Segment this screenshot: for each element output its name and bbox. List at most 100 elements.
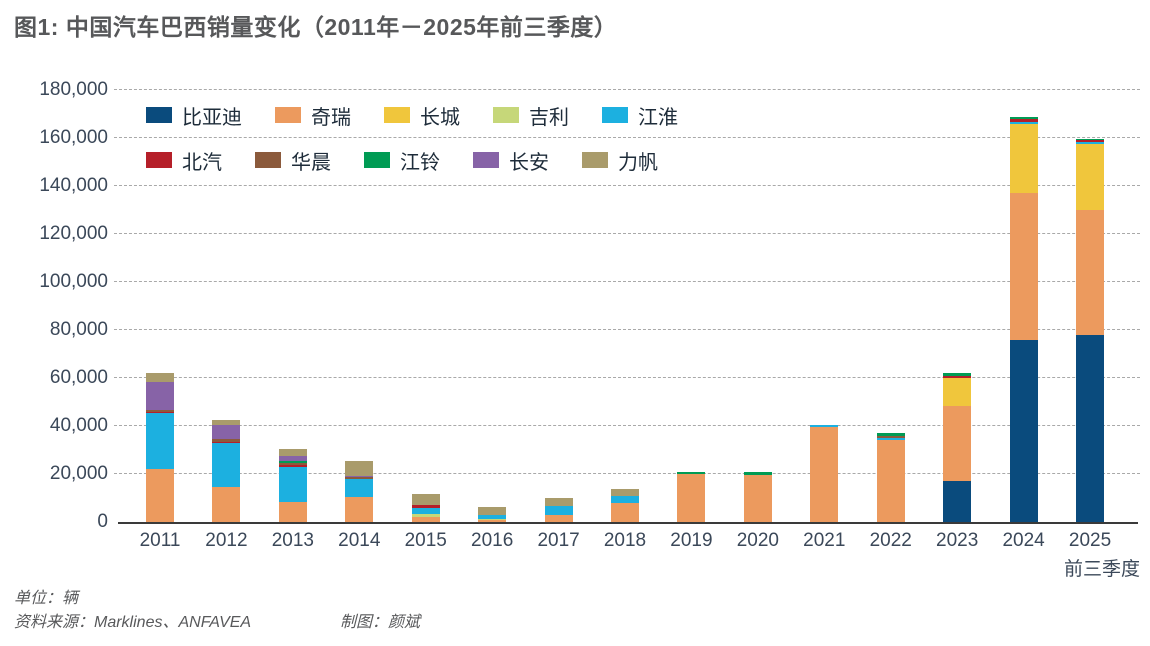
bar-segment-2016-geely: [478, 518, 507, 521]
x-tick-label-2015: 2015: [404, 530, 447, 551]
legend-swatch-chery: [275, 107, 301, 123]
bar-2011: [146, 373, 174, 522]
bar-segment-2013-baic: [278, 465, 307, 468]
bar-segment-2025-baic: [1076, 140, 1105, 143]
source-note: 资料来源：Marklines、ANFAVEA: [14, 614, 252, 631]
gridline-180000: [114, 89, 1140, 90]
bar-segment-2011-jac: [146, 412, 174, 470]
bar-2024: [1009, 117, 1038, 522]
bar-segment-2025-chery: [1076, 210, 1105, 335]
legend-swatch-geely: [493, 107, 519, 123]
bar-segment-2023-chery: [943, 405, 972, 482]
legend-label-chery: 奇瑞: [311, 106, 351, 129]
bar-segment-2022-brilliance: [876, 435, 905, 438]
legend-swatch-brilliance: [255, 152, 281, 168]
x-tick-label-2014: 2014: [338, 530, 381, 551]
bar-segment-2024-baic: [1009, 119, 1038, 122]
legend-label-greatwall: 长城: [420, 106, 460, 129]
legend-item-chery: 奇瑞: [275, 101, 351, 130]
bar-segment-2013-lifan: [278, 448, 307, 457]
bar-segment-2012-baic: [212, 441, 241, 444]
legend-item-brilliance: 华晨: [255, 146, 331, 175]
legend-row-1: 比亚迪 奇瑞 长城 吉利 江淮: [146, 101, 706, 130]
bar-segment-2011-lifan: [146, 373, 174, 383]
gridline-120000: [114, 233, 1140, 234]
x-tick-label-2011: 2011: [139, 530, 181, 551]
x-tick-label-2021: 2021: [803, 530, 846, 551]
bar-segment-2013-changan: [278, 456, 307, 462]
x-tick-label-2012: 2012: [205, 530, 248, 551]
x-tick-label-2020: 2020: [736, 530, 779, 551]
x-tick-label-2022: 2022: [869, 530, 912, 551]
plot-area: 比亚迪 奇瑞 长城 吉利 江淮 北汽 华晨 江铃 长安 力帆 2011 2012 2013 2014 20…: [114, 89, 1140, 580]
legend-swatch-jac: [602, 107, 628, 123]
bar-segment-2015-baic: [411, 505, 440, 508]
bar-segment-2013-jac: [278, 467, 307, 503]
bar-segment-2016-lifan: [478, 507, 507, 516]
bar-segment-2016-chery: [478, 520, 507, 522]
bar-2016: [478, 507, 507, 522]
y-tick-label: 160,000: [39, 127, 108, 148]
bar-segment-2011-baic: [146, 411, 174, 413]
bar-2014: [345, 460, 374, 522]
legend-item-greatwall: 长城: [384, 101, 460, 130]
bar-segment-2024-greatwall: [1009, 123, 1038, 194]
y-tick-label: 180,000: [39, 79, 108, 100]
bar-segment-2012-jac: [212, 443, 241, 488]
legend-row-2: 北汽 华晨 江铃 长安 力帆: [146, 146, 706, 175]
y-tick-label: 0: [97, 511, 108, 532]
bar-segment-2011-brilliance: [146, 409, 174, 412]
bar-segment-2012-chery: [212, 487, 241, 522]
legend-label-baic: 北汽: [182, 151, 222, 174]
legend: 比亚迪 奇瑞 长城 吉利 江淮 北汽 华晨 江铃 长安 力帆: [146, 102, 706, 192]
y-tick-label: 40,000: [49, 415, 108, 436]
bar-segment-2017-jac: [544, 505, 573, 516]
gridline-80000: [114, 329, 1140, 330]
legend-item-jmc: 江铃: [364, 146, 440, 175]
bar-segment-2014-brilliance: [345, 477, 374, 480]
legend-label-byd: 比亚迪: [182, 106, 242, 129]
legend-swatch-changan: [473, 152, 499, 168]
bar-segment-2025-jmc: [1076, 138, 1105, 141]
legend-item-geely: 吉利: [493, 101, 569, 130]
bar-segment-2011-chery: [146, 469, 174, 522]
bar-segment-2022-chery: [876, 440, 905, 522]
legend-item-byd: 比亚迪: [146, 101, 242, 130]
x-tick-label-2025: 2025: [1068, 530, 1112, 551]
bar-segment-2014-lifan: [345, 460, 374, 476]
bar-segment-2013-jmc: [278, 461, 307, 463]
legend-swatch-baic: [146, 152, 172, 168]
bar-2018: [611, 489, 639, 522]
bar-segment-2019-chery: [677, 474, 706, 522]
legend-label-changan: 长安: [509, 151, 549, 174]
x-tick-label-2013: 2013: [271, 530, 314, 551]
gridline-40000: [114, 425, 1140, 426]
bar-2025: [1076, 138, 1105, 522]
x-sub-label: 前三季度: [1064, 559, 1141, 580]
unit-note: 单位：辆: [14, 590, 79, 607]
y-tick-label: 20,000: [49, 463, 108, 484]
bar-2023: [943, 373, 972, 522]
bar-segment-2017-lifan: [544, 498, 573, 506]
bar-segment-2015-jac: [411, 507, 440, 514]
bar-segment-2025-jac: [1076, 142, 1105, 145]
bar-segment-2015-geely: [411, 513, 440, 517]
legend-item-changan: 长安: [473, 146, 549, 175]
legend-item-jac: 江淮: [602, 101, 678, 130]
legend-swatch-jmc: [364, 152, 390, 168]
bar-2013: [278, 448, 307, 522]
bar-2022: [876, 432, 905, 522]
legend-label-jac: 江淮: [638, 106, 678, 129]
bar-segment-2024-jmc: [1009, 117, 1038, 120]
bar-segment-2025-greatwall: [1076, 144, 1105, 211]
bar-segment-2012-brilliance: [212, 438, 241, 442]
x-tick-label-2017: 2017: [537, 530, 580, 551]
y-tick-label: 100,000: [39, 271, 108, 292]
y-tick-label: 140,000: [39, 175, 108, 196]
bar-segment-2018-jac: [611, 496, 639, 504]
chart-title: 图1: 中国汽车巴西销量变化（2011年－2025年前三季度）: [14, 14, 618, 40]
bar-segment-2022-jmc: [876, 432, 905, 436]
bar-segment-2022-jac: [876, 437, 905, 441]
x-tick-label-2016: 2016: [471, 530, 514, 551]
